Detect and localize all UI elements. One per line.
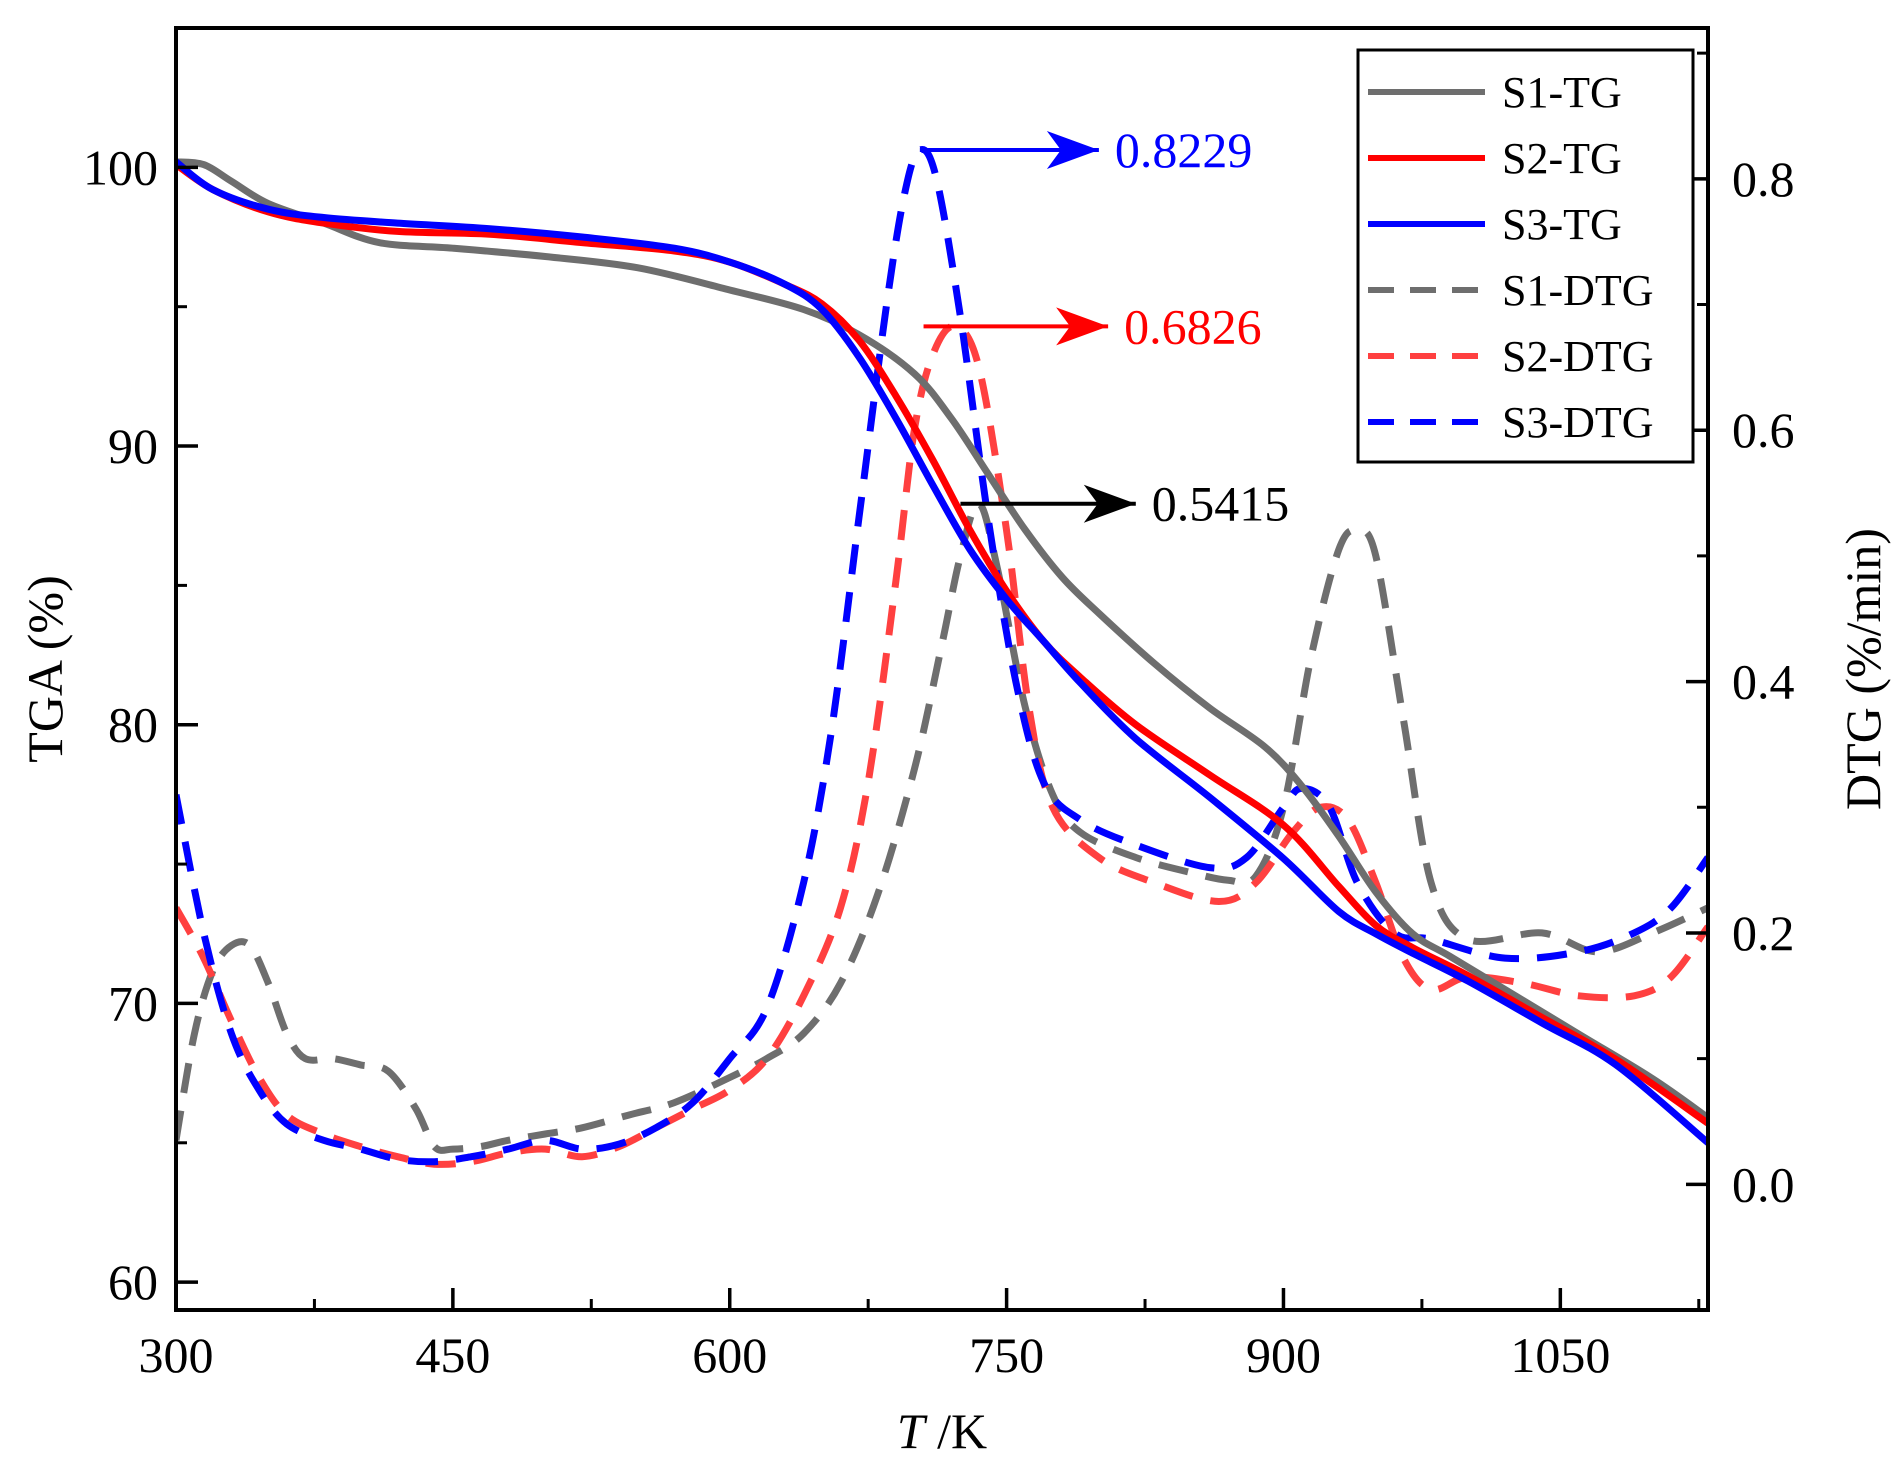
legend-label-s2-dtg: S2-DTG <box>1502 332 1654 381</box>
annotation-peak-label: 0.6826 <box>1124 298 1262 354</box>
x-tick-label: 450 <box>415 1327 490 1383</box>
x-tick-label: 1050 <box>1510 1327 1610 1383</box>
plot-frame <box>174 26 1710 1312</box>
legend-label-s3-tg: S3-TG <box>1502 200 1622 249</box>
series-s3-tg-line <box>176 158 1708 1146</box>
y-tick-label: 100 <box>83 139 158 195</box>
x-axis-title-unit: /K <box>925 1403 988 1459</box>
y2-tick-label: 0.6 <box>1732 402 1795 458</box>
y-tick-label: 60 <box>108 1254 158 1310</box>
y-tick-label: 80 <box>108 697 158 753</box>
x-axis-title-symbol: T <box>897 1403 928 1459</box>
series-s2-tg-line <box>176 161 1708 1127</box>
series-s1-dtg-line <box>176 500 1708 1154</box>
annotation-peak-label: 0.8229 <box>1115 122 1253 178</box>
series-s3-dtg-line <box>176 146 1708 1166</box>
peak-annotations: 0.8229 0.6826 0.5415 <box>919 122 1290 532</box>
y2-tick-label: 0.8 <box>1732 151 1795 207</box>
legend-box <box>1356 48 1695 464</box>
x-tick-label: 750 <box>969 1327 1044 1383</box>
x-tick-label: 600 <box>692 1327 767 1383</box>
y2-tick-label: 0.2 <box>1732 905 1795 961</box>
y-tick-label: 90 <box>108 418 158 474</box>
axes: 300 450 600 750 900 1050 60 70 80 90 100 0.0 0.2 0.4 0… <box>17 26 1891 1459</box>
legend-label-s3-dtg: S3-DTG <box>1502 398 1654 447</box>
annotation-arrow-head <box>1056 307 1109 346</box>
x-axis-title: T /K <box>897 1403 987 1459</box>
y-axis-title: TGA (%) <box>17 575 73 762</box>
legend-label-s1-tg: S1-TG <box>1502 68 1622 117</box>
y-tick-label: 70 <box>108 975 158 1031</box>
legend-label-s2-tg: S2-TG <box>1502 134 1622 183</box>
y2-axis-title: DTG (%/min) <box>1835 528 1891 810</box>
annotation-arrow-head <box>1083 484 1136 523</box>
annotation-peak-label: 0.5415 <box>1152 476 1290 532</box>
legend: S1-TG S2-TG S3-TG S1-DTG S2-DTG S3-DTG <box>1356 48 1695 464</box>
x-tick-label: 900 <box>1246 1327 1321 1383</box>
x-tick-label: 300 <box>139 1327 214 1383</box>
y2-tick-label: 0.0 <box>1732 1156 1795 1212</box>
y2-tick-label: 0.4 <box>1732 654 1795 710</box>
legend-label-s1-dtg: S1-DTG <box>1502 266 1654 315</box>
annotation-arrow-head <box>1046 131 1099 170</box>
